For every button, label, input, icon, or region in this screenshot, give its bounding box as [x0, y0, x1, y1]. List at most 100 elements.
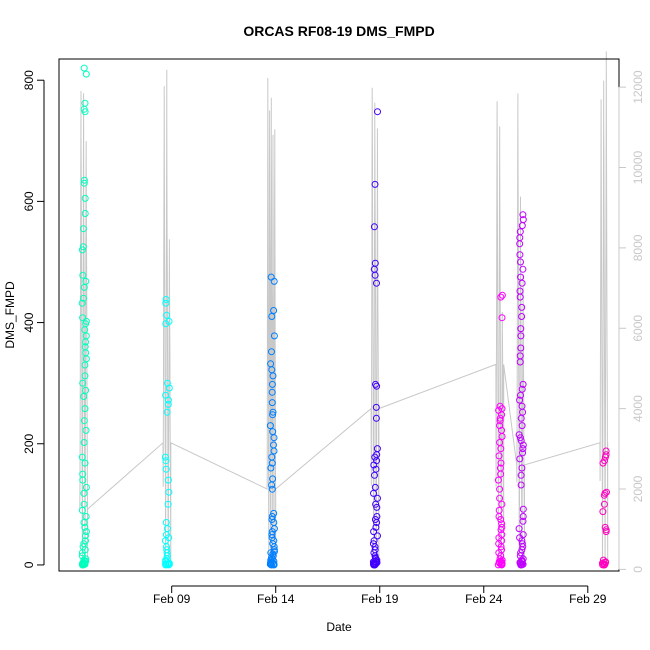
data-point	[270, 332, 278, 340]
data-point	[519, 505, 527, 513]
data-point	[518, 222, 526, 230]
data-point	[373, 279, 380, 287]
data-point	[517, 561, 525, 569]
data-point	[373, 445, 381, 453]
data-point	[270, 447, 278, 455]
data-point	[497, 445, 505, 453]
data-point	[602, 528, 610, 536]
data-point	[270, 561, 278, 569]
data-point	[163, 379, 171, 387]
x-axis-label: Date	[326, 620, 352, 634]
data-point	[81, 210, 89, 217]
data-point	[517, 481, 525, 489]
data-point	[268, 485, 276, 493]
data-point	[372, 500, 380, 508]
y2-tick-label: 10000	[631, 150, 645, 184]
data-point	[496, 417, 504, 425]
data-point	[80, 500, 88, 508]
data-point	[373, 382, 381, 390]
data-point	[268, 313, 276, 320]
data-point	[374, 532, 381, 540]
data-point	[516, 240, 524, 248]
data-point	[79, 271, 87, 279]
data-point	[268, 399, 276, 407]
data-point	[600, 491, 608, 499]
data-point	[268, 380, 276, 388]
data-point	[81, 459, 89, 467]
data-point	[79, 243, 87, 251]
y-tick-label: 600	[22, 191, 36, 211]
data-point	[82, 386, 90, 394]
data-point	[374, 108, 381, 116]
data-point	[516, 434, 524, 442]
data-point	[600, 500, 608, 508]
data-point	[270, 277, 278, 285]
y2-tick-label: 2000	[631, 475, 645, 502]
data-point	[268, 459, 276, 467]
data-point	[266, 422, 274, 430]
data-point	[519, 380, 527, 388]
x-tick-label: Feb 09	[153, 592, 191, 606]
data-point	[79, 314, 87, 322]
data-point	[517, 549, 525, 557]
data-point	[599, 459, 607, 467]
data-point	[498, 314, 506, 322]
data-point	[497, 470, 505, 478]
data-point	[270, 543, 278, 551]
data-point	[80, 283, 88, 291]
data-point	[81, 405, 89, 413]
data-point	[370, 528, 378, 536]
altitude-layer	[79, 51, 609, 565]
data-point	[82, 483, 90, 491]
data-point	[371, 271, 379, 279]
data-point	[601, 453, 609, 461]
altitude-line	[79, 51, 609, 565]
data-point	[519, 449, 527, 457]
data-point	[81, 99, 89, 107]
data-point	[518, 279, 526, 287]
points-layer	[78, 64, 610, 569]
data-point	[497, 516, 505, 523]
data-point	[517, 325, 525, 333]
data-point	[268, 348, 275, 356]
data-point	[80, 417, 88, 425]
data-point	[164, 500, 172, 508]
data-point	[518, 303, 526, 311]
data-point	[494, 561, 502, 569]
data-point	[163, 408, 171, 416]
data-point	[370, 549, 378, 557]
data-point	[81, 372, 89, 380]
data-point	[82, 528, 90, 536]
data-point	[78, 246, 86, 254]
data-point	[496, 494, 504, 502]
data-point	[80, 179, 88, 187]
data-point	[81, 361, 89, 369]
data-point	[165, 561, 173, 569]
data-point	[496, 485, 504, 493]
data-point	[370, 461, 378, 469]
data-point	[515, 525, 523, 533]
data-point	[78, 549, 86, 557]
y2-tick-label: 6000	[631, 315, 645, 342]
data-point	[268, 481, 276, 489]
y2-tick-label: 12000	[631, 70, 645, 104]
data-point	[497, 561, 505, 569]
data-point	[268, 531, 276, 539]
data-point	[80, 294, 87, 302]
data-point	[373, 519, 381, 526]
data-point	[165, 488, 173, 496]
data-point	[497, 526, 505, 534]
data-point	[162, 457, 170, 465]
data-point	[82, 532, 89, 540]
data-point	[269, 372, 277, 380]
data-point	[80, 489, 88, 497]
data-point	[371, 453, 379, 461]
data-point	[268, 388, 276, 396]
data-point	[371, 180, 379, 188]
data-point	[517, 437, 525, 445]
data-point	[372, 414, 380, 422]
y-tick-label: 400	[22, 312, 36, 332]
data-point	[79, 561, 86, 569]
y-tick-label: 0	[22, 561, 36, 568]
